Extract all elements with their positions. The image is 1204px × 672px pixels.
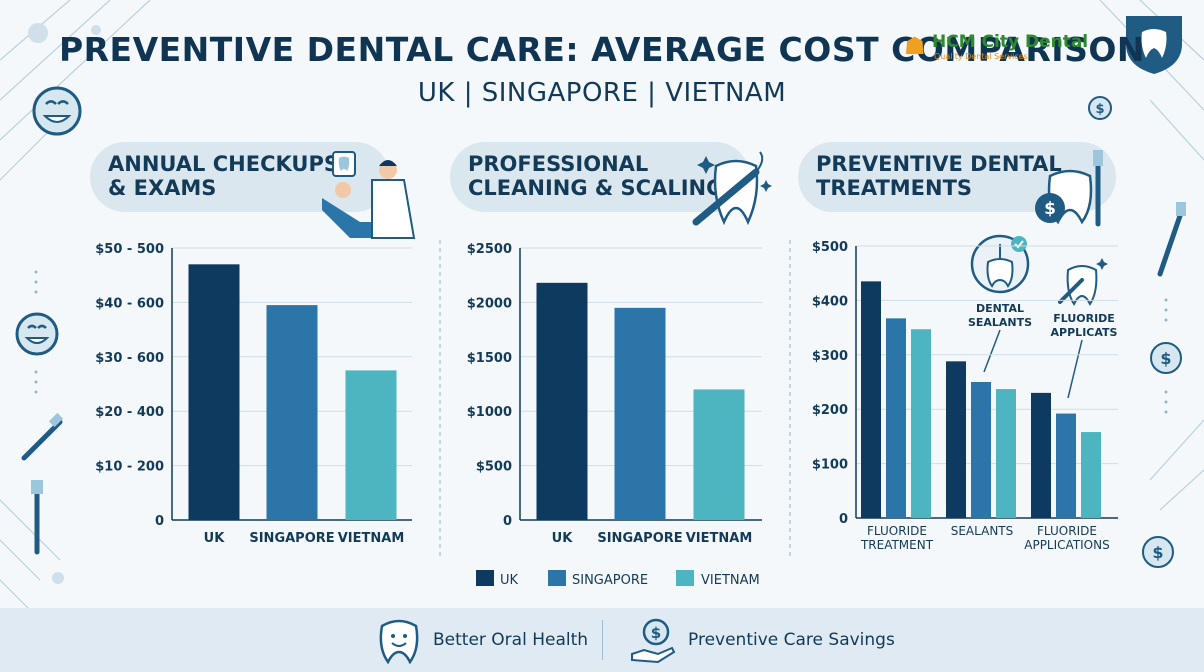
page-subtitle: UK | SINGAPORE | VIETNAM — [417, 78, 787, 108]
annotation-pointer — [1067, 339, 1083, 399]
bar-uk — [536, 282, 588, 520]
bar-vietnam — [693, 389, 745, 520]
y-tick-label: $400 — [812, 294, 848, 309]
x-tick-label: FLUORIDE — [1037, 524, 1097, 538]
x-tick-label: VIETNAM — [338, 531, 405, 546]
tooth-scaler-icon — [692, 151, 772, 226]
y-tick-label: $40 - 600 — [95, 296, 164, 311]
bar-uk — [861, 281, 881, 518]
bar-vietnam — [911, 329, 931, 518]
toothbrush-icon — [21, 412, 64, 461]
legend-swatch-uk — [476, 570, 494, 586]
panel-heading-line1: PROFESSIONAL — [468, 152, 649, 176]
legend-swatch-singapore — [548, 570, 566, 586]
x-tick-label: FLUORIDE — [867, 524, 927, 538]
x-tick-label: APPLICATIONS — [1024, 538, 1109, 552]
bar-uk — [188, 264, 240, 520]
y-tick-label: $50 - 500 — [95, 242, 164, 257]
y-tick-label: $200 — [812, 403, 848, 418]
dollar-coin-icon: $ — [1088, 96, 1112, 120]
panel-heading-line2: CLEANING & SCALING — [468, 176, 724, 200]
legend-swatch-vietnam — [676, 570, 694, 586]
dollar-coin-icon: $ — [1150, 342, 1182, 374]
dollar-coin-icon: $ — [1142, 536, 1174, 568]
tooth-dollar-toothbrush-icon: $ — [1035, 150, 1103, 227]
logo-name: HCM City Dental — [932, 32, 1089, 52]
y-tick-label: $2000 — [467, 296, 512, 311]
hand-coin-icon: $ — [631, 618, 676, 664]
legend-label-vietnam: VIETNAM — [701, 573, 760, 588]
bar-singapore — [614, 307, 666, 520]
bar-singapore — [266, 305, 318, 520]
annotation-fluoride-line2: APPLICATS — [1051, 326, 1118, 339]
bar-uk — [1031, 392, 1051, 518]
legend-label-singapore: SINGAPORE — [572, 573, 648, 588]
x-tick-label: SEALANTS — [951, 524, 1014, 538]
y-tick-label: $30 - 600 — [95, 351, 164, 366]
footer-preventive-care-savings: Preventive Care Savings — [688, 630, 895, 650]
y-tick-label: $1500 — [467, 351, 512, 366]
bar-singapore — [886, 318, 906, 518]
fluoride-tooth-icon — [1058, 258, 1108, 306]
tooth-shield-icon — [1126, 16, 1182, 74]
y-tick-label: $500 — [476, 460, 512, 475]
bar-vietnam — [996, 389, 1016, 518]
toothbrush-icon — [31, 480, 43, 555]
svg-text:$: $ — [1044, 199, 1056, 219]
toothbrush-icon — [1157, 202, 1186, 277]
legend: UK SINGAPORE VIETNAM — [476, 570, 760, 588]
svg-text:$: $ — [1095, 102, 1104, 117]
logo-tagline: Quality Dental Services — [934, 52, 1028, 61]
y-tick-label: $100 — [812, 458, 848, 473]
y-tick-label: 0 — [839, 512, 848, 527]
chart-3: 0$100$200$300$400$500FLUORIDETREATMENTSE… — [812, 240, 1118, 552]
dental-sealant-icon — [970, 234, 1030, 294]
bar-vietnam — [345, 370, 397, 520]
svg-text:$: $ — [651, 624, 661, 642]
x-tick-label: UK — [204, 531, 226, 546]
smiley-icon — [32, 86, 82, 136]
dentist-illustration-icon — [322, 151, 416, 239]
panel-heading-line1: PREVENTIVE DENTAL — [816, 152, 1062, 176]
annotation-fluoride-line1: FLUORIDE — [1053, 312, 1115, 325]
happy-tooth-icon — [379, 619, 419, 664]
chart-1: 0 $10 - 200 $20 - 400 $30 - 600 $40 - 600 $50… — [95, 242, 412, 546]
x-tick-label: SINGAPORE — [597, 531, 682, 546]
footer-better-oral-health: Better Oral Health — [433, 630, 589, 650]
chart-2: 0 $500 $1000 $1500 $2000 $2500 UK SINGAPORE VIET… — [467, 242, 762, 546]
x-tick-label: VIETNAM — [686, 531, 753, 546]
footer-bar: Better Oral Health $ Preventive Care Sav… — [0, 608, 1204, 672]
y-tick-label: 0 — [155, 514, 164, 529]
panel-heading-line2: & EXAMS — [108, 176, 217, 200]
svg-text:$: $ — [1160, 349, 1171, 368]
bar-uk — [946, 361, 966, 518]
panel-header-cleaning: PROFESSIONAL CLEANING & SCALING — [450, 142, 750, 212]
y-tick-label: $2500 — [467, 242, 512, 257]
y-tick-label: $10 - 200 — [95, 460, 164, 475]
y-tick-label: $300 — [812, 349, 848, 364]
annotation-sealants-line2: SEALANTS — [968, 316, 1032, 329]
y-tick-label: $1000 — [467, 405, 512, 420]
annotation-sealants-line1: DENTAL — [976, 302, 1024, 315]
x-tick-label: TREATMENT — [860, 538, 934, 552]
bar-singapore — [1056, 413, 1076, 518]
smiley-icon — [15, 312, 59, 356]
page-title: PREVENTIVE DENTAL CARE: AVERAGE COST COM… — [58, 30, 1146, 69]
legend-label-uk: UK — [500, 573, 519, 588]
y-tick-label: 0 — [503, 514, 512, 529]
y-tick-label: $20 - 400 — [95, 405, 164, 420]
charts-area: $ DENTAL SEALANTS FLUORIDE APPLICATS 0 $1… — [95, 150, 1118, 560]
panel-heading-line1: ANNUAL CHECKUPS — [108, 152, 339, 176]
svg-text:$: $ — [1152, 543, 1163, 562]
bar-singapore — [971, 382, 991, 518]
tooth-logo-icon: ☗ — [904, 32, 926, 60]
bar-vietnam — [1081, 432, 1101, 518]
x-tick-label: UK — [552, 531, 574, 546]
footer-divider — [602, 620, 603, 660]
annotation-pointer — [983, 329, 1001, 373]
panel-heading-line2: TREATMENTS — [816, 176, 973, 200]
x-tick-label: SINGAPORE — [249, 531, 334, 546]
clinic-logo: ☗ HCM City Dental Quality Dental Service… — [904, 32, 1088, 64]
y-tick-label: $500 — [812, 240, 848, 255]
